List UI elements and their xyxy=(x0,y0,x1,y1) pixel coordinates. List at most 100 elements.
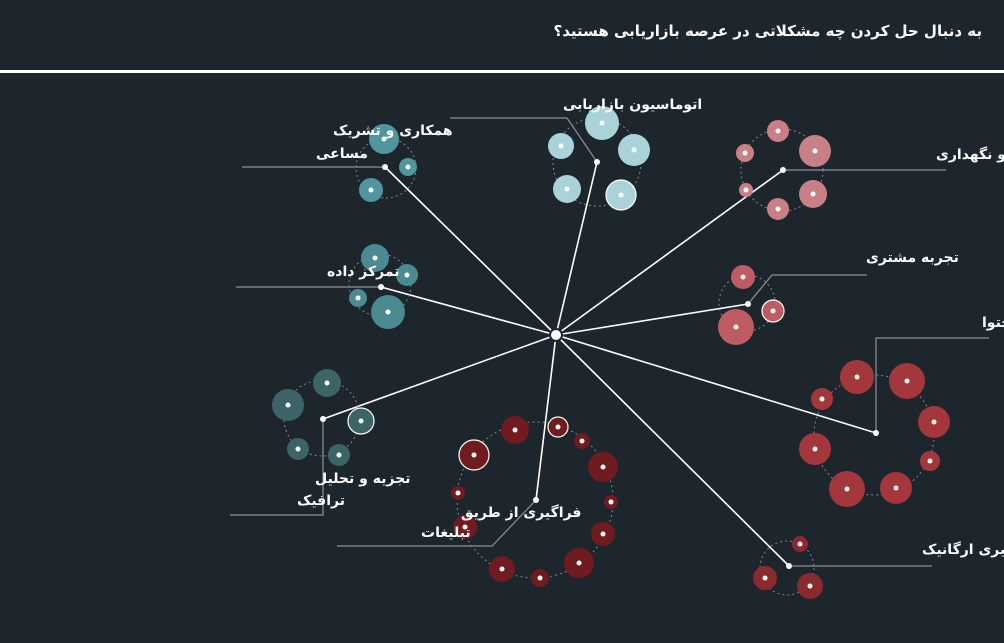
label-content-marketing: بازاریابی محتوا xyxy=(982,315,1004,331)
endpoint-dot xyxy=(594,159,600,165)
bubble-dot xyxy=(355,295,361,301)
bubble-dot xyxy=(807,583,813,589)
bubble-dot xyxy=(537,575,543,581)
bubble-dot xyxy=(372,255,378,261)
bubble-dot xyxy=(385,309,391,315)
bubble-dot xyxy=(324,380,330,386)
header-bar: به دنبال حل کردن چه مشکلاتی در عرصه بازا… xyxy=(0,0,1004,70)
cluster-collaboration xyxy=(355,124,417,202)
bubble-dot xyxy=(797,541,803,547)
spoke-content-marketing xyxy=(555,334,877,434)
cluster-ring xyxy=(759,540,815,596)
bubble-dot xyxy=(770,308,776,314)
label-data-focus: تمرکز داده xyxy=(327,264,400,280)
spoke-organic-reach xyxy=(555,334,790,567)
label-traffic-analysis-line1: تجزیه و تحلیل xyxy=(315,471,411,487)
spoke-collaboration xyxy=(384,166,557,336)
cluster-content-marketing xyxy=(799,360,950,507)
bubble-dot xyxy=(368,187,374,193)
cluster-organic-reach xyxy=(753,536,823,599)
bubble-dot xyxy=(762,575,768,581)
label-automation: اتوماسیون بازاریابی xyxy=(563,97,702,113)
bubble-dot xyxy=(812,446,818,452)
leader-traffic-analysis xyxy=(230,419,324,516)
page-title: به دنبال حل کردن چه مشکلاتی در عرصه بازا… xyxy=(553,22,983,40)
cluster-data-focus xyxy=(348,244,418,329)
label-organic-reach: فراگیری ارگانیک xyxy=(922,541,1004,558)
hub-node xyxy=(549,328,563,342)
bubble-dot xyxy=(819,396,825,402)
bubble-dot xyxy=(295,446,301,452)
spoke-ad-reach xyxy=(535,334,557,501)
spoke-customer-experience xyxy=(555,303,749,336)
bubble-dot xyxy=(931,419,937,425)
bubble-dot xyxy=(404,272,410,278)
clusters xyxy=(272,106,950,599)
bubble-dot xyxy=(812,148,818,154)
label-customer-experience: تجربه مشتری xyxy=(866,250,959,266)
endpoint-dot xyxy=(533,497,539,503)
bubble-dot xyxy=(844,486,850,492)
endpoint-dot xyxy=(320,416,326,422)
bubble-dot xyxy=(381,136,387,142)
label-retention: حفظ و نگهداری xyxy=(936,146,1004,163)
spoke-traffic-analysis xyxy=(322,334,557,420)
bubble-dot xyxy=(631,147,637,153)
endpoint-dot xyxy=(378,284,384,290)
bubble-dot xyxy=(405,164,411,170)
bubble-dot xyxy=(576,560,582,566)
bubble-dot xyxy=(600,464,606,470)
bubble-dot xyxy=(564,186,570,192)
leader-ad-reach xyxy=(337,499,537,547)
bubble-dot xyxy=(499,566,505,572)
bubble-dot xyxy=(775,128,781,134)
label-ad-reach-line1: فراگیری از طریق xyxy=(461,504,581,521)
bubble-dot xyxy=(336,452,342,458)
labels: همکاری و تشریک مساعی اتوماسیون بازاریابی… xyxy=(297,97,1004,558)
spokes xyxy=(322,161,877,567)
label-collaboration-line2: مساعی xyxy=(316,146,368,162)
bubble-dot xyxy=(893,485,899,491)
bubble-dot xyxy=(904,378,910,384)
endpoint-dot xyxy=(745,301,751,307)
spoke-data-focus xyxy=(380,286,557,336)
label-collaboration-line1: همکاری و تشریک xyxy=(333,123,453,139)
bubble-dot xyxy=(512,427,518,433)
bubble-dot xyxy=(608,499,614,505)
leader-customer-experience xyxy=(747,274,867,305)
cluster-traffic-analysis xyxy=(272,369,375,466)
spoke-retention xyxy=(555,169,784,336)
bubble-dot xyxy=(455,490,461,496)
cluster-retention xyxy=(736,120,831,220)
bubble-dot xyxy=(600,531,606,537)
bubble-dot xyxy=(927,458,933,464)
bubble-dot xyxy=(810,191,816,197)
endpoint-dot xyxy=(786,563,792,569)
leader-content-marketing xyxy=(875,337,989,433)
bubble-dot xyxy=(775,206,781,212)
bubble-dot xyxy=(854,374,860,380)
cluster-ad-reach xyxy=(451,416,618,587)
leader-automation xyxy=(450,117,598,163)
label-ad-reach-line2: تبلیغات xyxy=(421,525,471,541)
endpoint-dot xyxy=(873,430,879,436)
spoke-endpoints xyxy=(320,159,879,569)
bubble-dot xyxy=(599,120,605,126)
endpoint-dot xyxy=(382,164,388,170)
endpoint-dot xyxy=(780,167,786,173)
cluster-automation xyxy=(548,106,650,211)
bubble-dot xyxy=(618,192,624,198)
bubble-dot xyxy=(462,524,468,530)
label-traffic-analysis-line2: ترافیک xyxy=(297,493,345,509)
bubble-dot xyxy=(740,274,746,280)
label-leaders xyxy=(230,117,989,567)
bubble-dot xyxy=(733,324,739,330)
cluster-ring xyxy=(740,128,824,212)
bubble-dot xyxy=(555,424,561,430)
bubble-dot xyxy=(743,187,749,193)
spoke-automation xyxy=(555,161,598,336)
bubble-dot xyxy=(742,150,748,156)
bubble-dot xyxy=(285,402,291,408)
bubble-dot xyxy=(579,438,585,444)
